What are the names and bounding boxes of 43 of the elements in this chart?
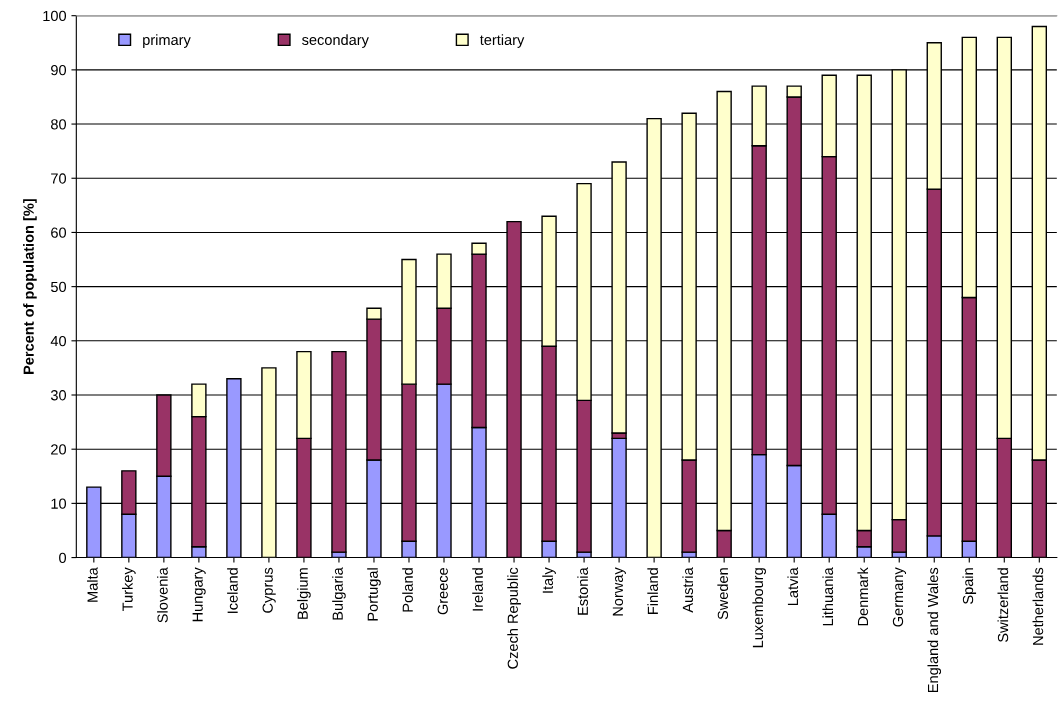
y-tick-label: 40: [50, 335, 67, 347]
x-tick-label: Iceland: [227, 568, 238, 613]
x-tick-label: Malta: [87, 567, 98, 602]
legend-label: tertiary: [479, 34, 525, 48]
x-tick-label: Norway: [612, 567, 626, 616]
legend-label: secondary: [302, 34, 369, 48]
y-tick-label: 80: [51, 119, 67, 130]
x-tick-label: Italy: [542, 567, 556, 593]
x-tick-label: Austria: [682, 567, 694, 613]
y-tick-label: 60: [51, 227, 67, 238]
y-tick-label: 70: [51, 173, 67, 184]
x-tick-label: Czech Republic: [507, 567, 521, 669]
y-tick-label: 0: [59, 552, 67, 563]
x-tick-label: Poland: [402, 568, 413, 612]
legend-label: primary: [143, 34, 191, 48]
y-axis-title: Percent of population [%]: [23, 199, 37, 374]
x-tick-label: Netherlands: [1032, 567, 1044, 645]
x-tick-label: Estonia: [577, 567, 588, 615]
x-tick-label: Switzerland: [997, 568, 1009, 642]
y-tick-label: 100: [43, 10, 67, 22]
y-tick-label: 10: [51, 498, 67, 509]
x-tick-label: Luxembourg: [752, 568, 766, 648]
x-tick-label: England and Wales: [927, 567, 942, 693]
x-tick-label: Germany: [892, 567, 907, 627]
x-tick-label: Latvia: [787, 567, 799, 605]
y-tick-label: 50: [50, 281, 67, 293]
x-tick-label: Slovenia: [157, 567, 168, 623]
x-tick-label: Bulgaria: [332, 567, 346, 620]
x-tick-label: Turkey: [122, 567, 136, 611]
x-tick-label: Portugal: [367, 568, 381, 621]
x-tick-label: Lithuania: [822, 567, 834, 626]
x-tick-label: Finland: [647, 568, 659, 614]
x-tick-label: Belgium: [297, 568, 311, 619]
x-tick-label: Hungary: [192, 567, 206, 622]
y-tick-label: 90: [51, 64, 67, 76]
x-tick-label: Sweden: [717, 568, 729, 620]
x-tick-label: Ireland: [472, 568, 483, 611]
x-tick-label: Greece: [437, 567, 448, 615]
x-tick-label: Spain: [962, 568, 977, 604]
x-tick-label: Denmark: [857, 567, 869, 626]
x-tick-label: Cyprus: [262, 567, 276, 613]
y-tick-label: 30: [50, 390, 67, 401]
y-tick-label: 20: [51, 444, 67, 455]
